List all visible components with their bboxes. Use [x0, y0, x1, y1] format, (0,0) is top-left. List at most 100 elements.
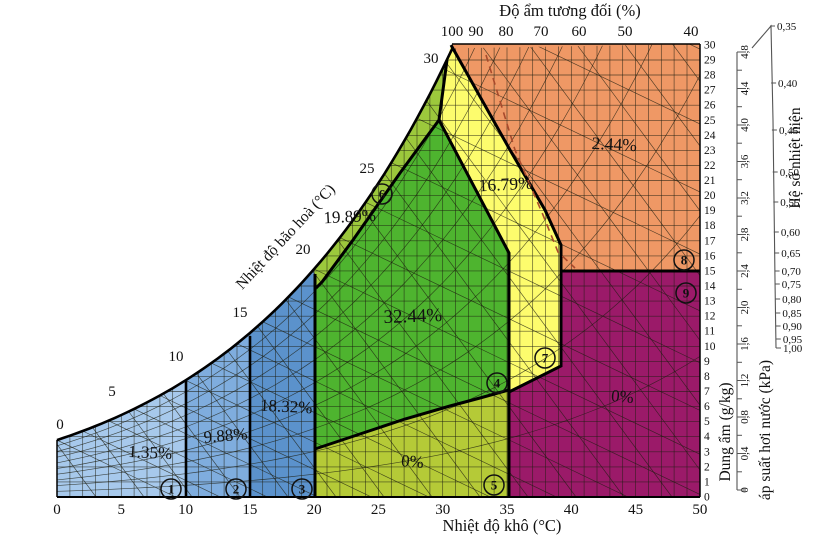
zone-blue-15-20 [249, 269, 315, 497]
marker-1: 1 [160, 478, 182, 500]
marker-circle [675, 282, 697, 304]
shf-tick: 0,70 [782, 266, 802, 278]
marker-number: 6 [379, 187, 386, 202]
volume-line [57, 44, 193, 497]
gkg-tick: 3 [704, 446, 710, 458]
x-axis-tick: 0 [53, 502, 61, 518]
gkg-tick: 9 [704, 356, 710, 368]
rh-curve [57, 44, 700, 458]
top-axis-title: Độ ẩm tương đối (%) [499, 1, 640, 20]
kpa-tick: 4,8 [739, 45, 751, 59]
volume-line [518, 44, 700, 497]
marker-2: 2 [225, 478, 247, 500]
marker-3: 3 [291, 478, 313, 500]
marker-circle [291, 478, 313, 500]
wet-bulb-line [262, 321, 700, 497]
gkg-tick: 11 [704, 326, 715, 338]
zone-blue-0-10-percent-label: 1.35% [128, 442, 173, 463]
marker-circle [483, 474, 505, 496]
wet-bulb-line [442, 68, 700, 497]
zone-yellow-percent-label: 16.79% [478, 173, 533, 196]
gkg-tick: 6 [704, 401, 710, 413]
volume-line [614, 44, 700, 497]
marker-circle [371, 183, 393, 205]
volume-line [470, 44, 700, 497]
kpa-tick: 2,4 [739, 264, 751, 278]
gkg-tick: 26 [704, 100, 716, 112]
zone-magenta [509, 271, 700, 497]
x-axis-tick: 40 [564, 502, 579, 518]
wet-bulb-line [365, 202, 700, 497]
saturation-tick: 20 [296, 242, 311, 258]
saturation-curve [56, 47, 454, 442]
marker-number: 2 [233, 482, 240, 497]
marker-9: 9 [675, 282, 697, 304]
zone-blue-15-20-percent-label: 18.32% [260, 396, 313, 418]
gkg-tick: 25 [704, 115, 716, 127]
marker-number: 1 [168, 482, 175, 497]
gkg-tick: 13 [704, 296, 716, 308]
gkg-tick: 19 [704, 205, 716, 217]
kpa-tick: 1,2 [739, 374, 751, 388]
gkg-tick: 16 [704, 250, 716, 262]
gkg-tick: 14 [704, 281, 716, 293]
saturation-tick: 0 [56, 417, 64, 433]
shf-axis-title: Hệ số nhiệt hiện [787, 107, 804, 208]
gkg-tick: 24 [704, 130, 716, 142]
gkg-axis-title: Dung ẩm (g/kg) [717, 382, 734, 481]
x-axis-tick: 45 [628, 502, 643, 518]
wet-bulb-line [288, 296, 700, 497]
shf-tick: 0,85 [782, 308, 802, 320]
shf-tick: 0,60 [781, 227, 801, 239]
x-axis-tick: 5 [118, 502, 126, 518]
rh-curve [57, 356, 700, 492]
kpa-tick: 3,2 [739, 191, 751, 205]
wet-bulb-line [236, 343, 700, 497]
top-rh-tick: 80 [499, 24, 514, 40]
zone-boundaries [184, 44, 700, 497]
rh-curve [57, 75, 700, 481]
wet-bulb-line [416, 118, 700, 497]
x-axis-title: Nhiệt độ khô (°C) [443, 516, 562, 535]
x-axis-tick: 20 [307, 502, 322, 518]
marker-number: 3 [299, 482, 306, 497]
shf-tick: 1,00 [783, 343, 803, 355]
zone-strip [314, 49, 452, 289]
top-rh-tick: 70 [534, 24, 549, 40]
marker-number: 9 [683, 286, 690, 301]
shf-tick: 0,50 [780, 167, 800, 179]
marker-number: 8 [681, 253, 688, 268]
top-rh-tick: 100 [441, 24, 464, 40]
gkg-tick: 12 [704, 311, 716, 323]
gkg-tick: 7 [704, 386, 710, 398]
rh-curve [57, 44, 700, 464]
wet-bulb-line [108, 420, 700, 497]
shf-tick: 0,55 [780, 197, 800, 209]
dashed-guide-line [485, 54, 576, 269]
kpa-tick: 0,8 [739, 410, 751, 424]
volume-line [566, 44, 700, 497]
marker-6: 6 [371, 183, 393, 205]
marker-4: 4 [486, 372, 508, 394]
shf-tick: 0,35 [777, 21, 797, 33]
gkg-tick: 8 [704, 371, 710, 383]
wet-bulb-line [391, 162, 700, 497]
kpa-tick: 0 [739, 487, 751, 493]
marker-number: 7 [542, 351, 549, 366]
gkg-tick: 1 [704, 476, 710, 488]
volume-line [374, 44, 700, 497]
gkg-tick: 20 [704, 190, 716, 202]
top-rh-tick: 40 [684, 24, 699, 40]
wet-bulb-line [211, 362, 700, 497]
gkg-tick: 0 [704, 492, 710, 504]
zone-magenta-percent-label: 0% [610, 386, 634, 407]
saturation-tick: 5 [108, 384, 116, 400]
marker-circle [225, 478, 247, 500]
gkg-tick: 18 [704, 220, 716, 232]
kpa-tick: 4,0 [739, 118, 751, 132]
kpa-tick: 4,4 [739, 81, 751, 95]
x-axis-tick: 50 [692, 502, 707, 518]
zone-orange [452, 44, 700, 271]
gkg-tick: 15 [704, 265, 716, 277]
marker-circle [486, 372, 508, 394]
